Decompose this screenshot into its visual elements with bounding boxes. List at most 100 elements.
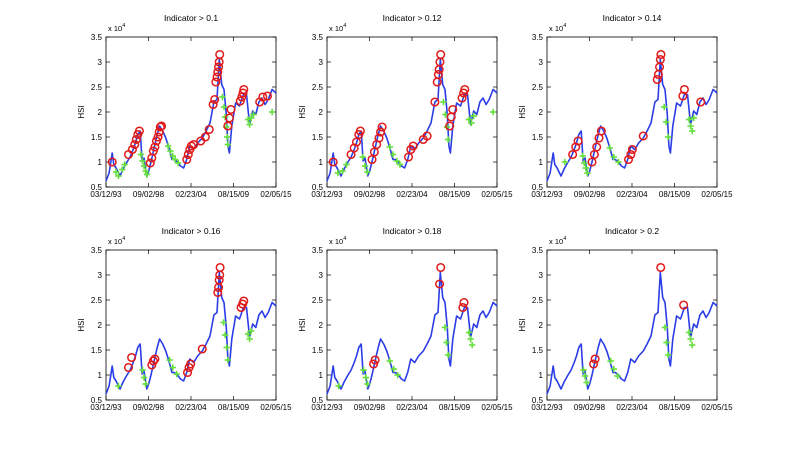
y-tick-label: 0.5 [312,183,324,192]
y-tick-label: 1.5 [312,133,324,142]
chart-panel-5: 0.5 1 1.5 2 2.5 3 3.5 03/12/93 09/02/98 02/23/04 0… [298,226,513,412]
x-tick-label: 08/15/09 [659,403,691,412]
circle-marker [151,136,162,146]
circle-marker [145,158,155,168]
plus-marker [173,370,180,378]
y-exponent-power: 4 [563,236,566,242]
chart-title: Indicator > 0.14 [603,13,662,23]
circle-marker [148,356,158,366]
x-tick-label: 02/23/04 [175,403,207,412]
circle-marker [592,142,602,152]
plus-marker [386,143,394,151]
plus-marker [246,121,253,128]
plus-marker [244,330,252,338]
plot-area [326,249,498,401]
plus-marker [390,365,397,373]
plus-marker [115,172,122,180]
plus-marker [169,364,176,371]
chart-title: Indicator > 0.12 [383,13,442,23]
plus-marker [661,103,668,111]
y-tick-label: 3.5 [312,33,324,42]
y-tick-label: 2.5 [91,83,103,92]
circle-marker [150,142,160,152]
y-axis-label: HSI [77,318,86,331]
y-tick-label: 2.5 [91,296,103,305]
circle-marker [156,121,167,131]
circle-marker [460,84,470,95]
circle-marker [573,136,583,146]
y-tick-label: 3 [98,271,103,280]
circle-marker [183,149,193,160]
circle-marker [678,91,688,101]
x-tick-label: 08/15/09 [659,190,691,199]
circle-marker [448,104,458,115]
plus-marker [220,103,228,111]
plot-area [326,36,498,188]
y-tick-label: 3.5 [532,33,544,42]
circle-marker [679,84,689,95]
y-tick-label: 1.5 [312,346,324,355]
y-exponent-power: 4 [343,23,346,29]
chart-panel-3: 0.5 1 1.5 2 2.5 3 3.5 03/12/93 09/02/98 02/23/04 0… [518,13,733,199]
y-tick-label: 3 [539,271,544,280]
circle-marker [626,149,636,160]
plus-marker [339,167,346,175]
plus-marker [396,161,404,168]
x-tick-label: 02/05/15 [481,190,513,199]
plus-marker [688,127,696,135]
circle-marker [430,97,440,107]
circle-marker [370,355,380,365]
plus-marker [579,152,586,160]
plus-marker [139,366,146,374]
plus-marker [335,382,342,390]
plus-marker [444,136,452,143]
circle-marker [571,142,581,152]
plus-marker [121,161,128,168]
plus-marker [561,158,569,166]
plus-marker [247,327,255,335]
plus-marker [610,153,617,161]
circle-marker [226,104,236,115]
plus-marker [142,167,149,175]
y-axis-label: HSI [298,318,307,331]
circle-marker [445,121,455,131]
x-tick-label: 02/05/15 [701,403,733,412]
y-tick-label: 2.5 [312,83,324,92]
plus-marker [143,171,151,178]
circle-marker [436,262,446,273]
y-tick-label: 3.5 [91,33,103,42]
circle-marker [212,72,222,82]
circle-marker [200,132,210,142]
plus-marker [468,119,475,127]
chart-title: Indicator > 0.16 [162,226,221,236]
plus-marker [359,153,366,161]
plus-marker [440,98,447,106]
x-tick-label: 08/15/09 [218,190,250,199]
circle-marker [589,359,599,369]
x-tick-label: 09/02/98 [133,190,165,199]
y-tick-label: 1.5 [532,346,544,355]
y-tick-label: 3.5 [91,246,103,255]
plus-marker [166,356,173,364]
circle-marker [377,122,387,132]
circle-marker [148,146,158,156]
x-tick-label: 02/23/04 [616,403,648,412]
y-exponent-base: x 10 [329,24,343,33]
plus-marker [664,133,672,141]
circle-marker [211,77,221,87]
x-tick-label: 02/05/15 [481,403,513,412]
plus-marker [685,116,693,123]
circle-marker [204,124,214,135]
y-exponent-base: x 10 [549,24,563,33]
y-tick-label: 2 [98,321,103,330]
y-tick-label: 3 [319,271,324,280]
circle-marker [182,154,192,165]
plus-marker [661,324,669,331]
plus-marker [224,356,232,364]
x-tick-label: 03/12/93 [311,190,343,199]
plus-marker [663,339,670,346]
circle-marker [638,131,648,141]
circle-marker [214,275,224,285]
plus-marker [223,133,231,141]
circle-marker [239,84,249,95]
